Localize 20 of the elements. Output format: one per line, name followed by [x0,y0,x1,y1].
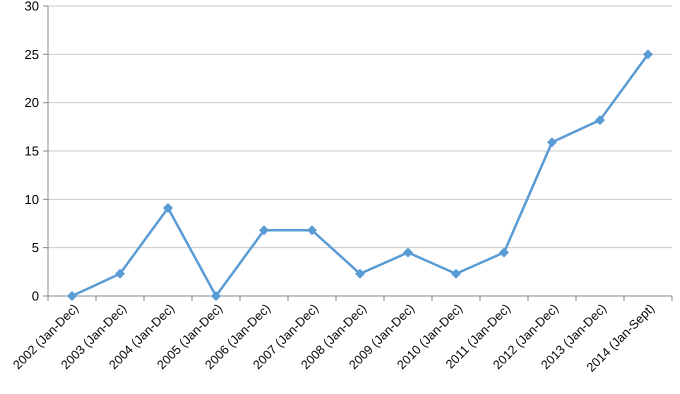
y-tick-label: 20 [24,95,39,110]
y-tick-label: 15 [24,144,39,159]
y-tick-label: 10 [24,192,39,207]
point [451,268,461,279]
point [211,291,221,301]
point [595,115,605,126]
point [547,137,557,148]
y-tick-label: 25 [24,46,39,62]
y-tick-label: 30 [24,0,39,14]
point [355,268,365,279]
point [499,248,509,258]
point [163,203,173,214]
point [643,49,653,60]
point [115,268,125,279]
point [67,291,77,301]
y-tick-label: 0 [32,288,39,304]
point [307,225,317,236]
point [259,225,269,236]
y-tick-label: 5 [32,240,39,256]
point [403,248,413,258]
